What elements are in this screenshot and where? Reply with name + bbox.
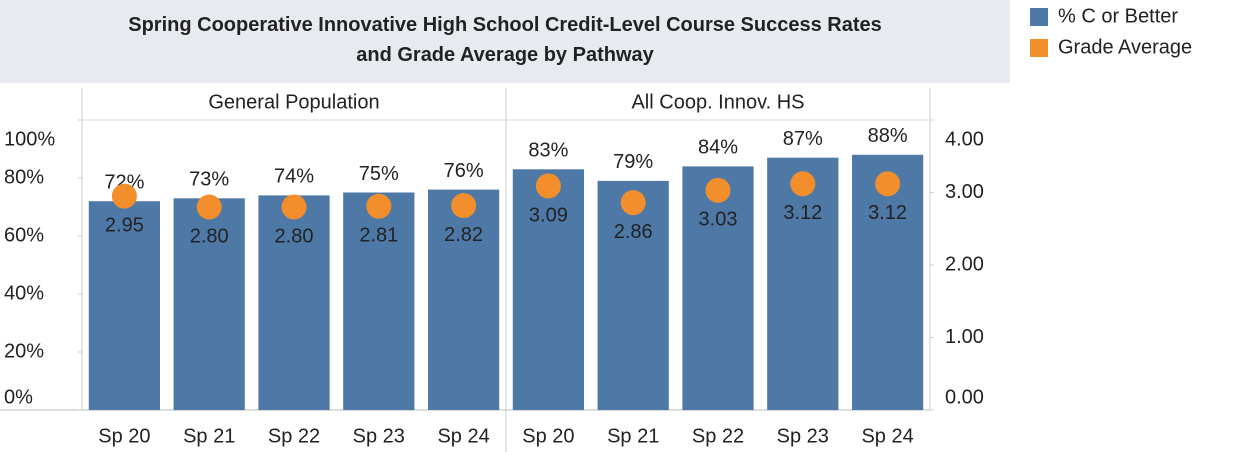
bar-label: 74%	[274, 166, 314, 188]
y2-tick-label: 2.00	[945, 253, 984, 275]
legend-label: % C or Better	[1058, 5, 1178, 27]
y-tick-label: 20%	[4, 340, 44, 362]
bar	[343, 192, 415, 410]
title-background	[0, 0, 1010, 83]
dot	[705, 177, 731, 203]
dot	[196, 194, 222, 220]
chart-title: Spring Cooperative Innovative High Schoo…	[128, 14, 882, 66]
bar	[258, 195, 330, 410]
bar-label: 72%	[104, 171, 144, 193]
dot-label: 2.80	[275, 225, 314, 247]
x-tick-label: Sp 20	[522, 425, 574, 447]
x-tick-label: Sp 24	[437, 425, 489, 447]
dot	[281, 194, 307, 220]
x-tick-label: Sp 22	[692, 425, 744, 447]
bar-label: 75%	[359, 163, 399, 185]
x-tick-label: Sp 23	[777, 425, 829, 447]
bar	[427, 189, 500, 410]
dot-label: 2.95	[105, 214, 144, 236]
y-tick-label: 0%	[4, 386, 33, 408]
x-tick-label: Sp 21	[183, 425, 235, 447]
x-tick-label: Sp 20	[98, 425, 150, 447]
dot-label: 2.82	[444, 224, 483, 246]
panel-label: General Population	[208, 91, 379, 113]
y-tick-label: 80%	[4, 166, 44, 188]
dot	[451, 193, 477, 219]
bar-label: 79%	[613, 151, 653, 173]
bar	[682, 166, 754, 410]
y-tick-label: 100%	[4, 128, 55, 150]
y2-tick-label: 1.00	[945, 326, 984, 348]
bar	[597, 180, 669, 410]
legend-swatch	[1030, 39, 1048, 57]
bar-label: 76%	[444, 160, 484, 182]
dot	[111, 183, 137, 209]
legend-label: Grade Average	[1058, 36, 1192, 58]
legend-swatch	[1030, 8, 1048, 26]
y2-tick-label: 4.00	[945, 128, 984, 150]
dot-label: 3.03	[699, 209, 738, 231]
x-tick-label: Sp 24	[861, 425, 913, 447]
bar-label: 88%	[868, 125, 908, 147]
bar-label: 73%	[189, 169, 229, 191]
dot-label: 3.12	[868, 202, 907, 224]
dot	[366, 193, 392, 219]
bar-label: 83%	[528, 140, 568, 162]
dot-label: 2.80	[190, 225, 229, 247]
y-tick-label: 60%	[4, 224, 44, 246]
dot-label: 2.81	[359, 225, 398, 247]
bar	[512, 169, 585, 410]
dot-label: 3.09	[529, 204, 568, 226]
dot	[620, 190, 646, 216]
bar	[173, 198, 245, 410]
bar-label: 87%	[783, 128, 823, 150]
y2-tick-label: 0.00	[945, 386, 984, 408]
bar-label: 84%	[698, 137, 738, 159]
dot	[535, 173, 561, 199]
dot-label: 3.12	[783, 202, 822, 224]
dot	[875, 171, 901, 197]
dot	[790, 171, 816, 197]
x-tick-label: Sp 21	[607, 425, 659, 447]
bar	[767, 157, 839, 410]
x-tick-label: Sp 22	[268, 425, 320, 447]
dot-label: 2.86	[614, 221, 653, 243]
y2-tick-label: 3.00	[945, 181, 984, 203]
panel-label: All Coop. Innov. HS	[631, 91, 804, 113]
y-tick-label: 40%	[4, 282, 44, 304]
bar	[88, 201, 161, 410]
bar	[851, 154, 924, 410]
x-tick-label: Sp 23	[353, 425, 405, 447]
